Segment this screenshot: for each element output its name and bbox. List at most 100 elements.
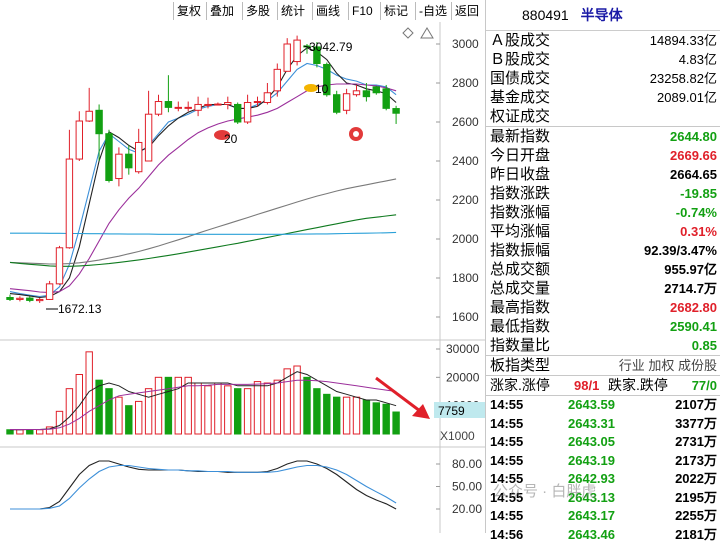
- svg-text:20: 20: [224, 132, 238, 146]
- candlestick[interactable]: [334, 91, 340, 114]
- stat-label: 总成交额: [490, 260, 550, 279]
- board-type-label: 板指类型: [490, 356, 550, 375]
- volume-bar: [165, 377, 171, 434]
- tick-time: 14:55: [490, 489, 523, 508]
- candlestick[interactable]: [106, 130, 112, 183]
- board-type-value[interactable]: 行业 加权 成份股: [619, 356, 717, 375]
- volume-bar: [175, 377, 181, 434]
- tick-volume: 2173万: [675, 452, 717, 471]
- stat-label: 昨日收盘: [490, 165, 550, 184]
- stat-label: 最高指数: [490, 298, 550, 317]
- row-label: 基金成交: [490, 88, 550, 107]
- tick-time: 14:55: [490, 507, 523, 526]
- tick-price: 2643.19: [568, 452, 615, 471]
- stat-value: 2714.7万: [664, 279, 717, 298]
- tick-price: 2643.46: [568, 526, 615, 544]
- index-stat-row: 总成交量 2714.7万: [486, 279, 720, 298]
- remove-favorite-button[interactable]: -自选: [415, 2, 450, 20]
- restore-rights-button[interactable]: 复权: [173, 2, 204, 20]
- candlestick[interactable]: [383, 85, 389, 110]
- stat-value: 92.39/3.47%: [644, 241, 717, 260]
- price-axis-tick: 2400: [452, 154, 479, 168]
- volume-bar: [7, 430, 13, 434]
- volume-bar: [393, 412, 399, 434]
- volume-bar: [383, 404, 389, 434]
- index-name: 半导体: [581, 7, 623, 23]
- volume-bar: [145, 389, 151, 434]
- stat-label: 指数涨跌: [490, 184, 550, 203]
- volume-bar: [155, 377, 161, 434]
- draw-line-button[interactable]: 画线: [312, 2, 343, 20]
- tick-volume: 2195万: [675, 489, 717, 508]
- volume-bar: [195, 383, 201, 434]
- volume-bar: [76, 375, 82, 435]
- overlay-button[interactable]: 叠加: [206, 2, 237, 20]
- stat-value: 2682.80: [670, 298, 717, 317]
- tick-time: 14:55: [490, 452, 523, 471]
- volume-current-badge: 7759: [434, 402, 485, 418]
- volume-bar: [126, 406, 132, 434]
- down-value: 77/0: [692, 376, 717, 395]
- statistics-button[interactable]: 统计: [277, 2, 308, 20]
- volume-bar: [314, 389, 320, 434]
- stat-value: 0.85: [692, 336, 717, 355]
- svg-text:10: 10: [315, 82, 329, 96]
- stat-label: 今日开盘: [490, 146, 550, 165]
- toolbar: 复权 叠加 多股 统计 画线 F10 标记 -自选 返回: [0, 0, 485, 23]
- tick-time: 14:55: [490, 396, 523, 415]
- stat-label: 总成交量: [490, 279, 550, 298]
- stat-label: 平均涨幅: [490, 222, 550, 241]
- kline-chart[interactable]: 3000280026002400220020001800160030000200…: [0, 22, 485, 533]
- index-stat-row: 指数涨跌 -19.85: [486, 184, 720, 203]
- stat-label: 指数量比: [490, 336, 550, 355]
- tick-time: 14:56: [490, 526, 523, 544]
- volume-bar: [215, 383, 221, 434]
- market-turnover-row: 基金成交 2089.01亿: [486, 88, 720, 107]
- index-header: 880491 半导体: [486, 0, 720, 31]
- event-marker-round[interactable]: [349, 127, 363, 141]
- tick-price: 2643.17: [568, 507, 615, 526]
- tick-time: 14:55: [490, 415, 523, 434]
- volume-bar: [225, 386, 231, 434]
- volume-bar: [116, 397, 122, 434]
- row-value: 14894.33亿: [650, 31, 717, 50]
- mark-button[interactable]: 标记: [380, 2, 411, 20]
- volume-bar: [324, 394, 330, 434]
- tick-time: 14:55: [490, 470, 523, 489]
- multi-stock-button[interactable]: 多股: [242, 2, 273, 20]
- f10-button[interactable]: F10: [348, 2, 376, 20]
- price-axis-tick: 2000: [452, 232, 479, 246]
- price-axis-tick: 2600: [452, 115, 479, 129]
- stat-value: 2590.41: [670, 317, 717, 336]
- row-value: 2089.01亿: [657, 88, 717, 107]
- candlestick[interactable]: [294, 36, 300, 66]
- stat-value: 2644.80: [670, 127, 717, 146]
- row-label: 权证成交: [490, 107, 550, 126]
- volume-bar: [264, 383, 270, 434]
- price-axis-tick: 3000: [452, 37, 479, 51]
- candlestick[interactable]: [235, 103, 241, 124]
- indicator-axis-tick: 50.00: [452, 480, 482, 494]
- tick-volume: 2022万: [675, 470, 717, 489]
- tick-price: 2643.59: [568, 396, 615, 415]
- back-button[interactable]: 返回: [451, 2, 482, 20]
- candlestick[interactable]: [46, 281, 52, 300]
- volume-bar: [205, 386, 211, 434]
- index-stat-row: 指数涨幅-0.74%: [486, 203, 720, 222]
- volume-bar: [254, 382, 260, 434]
- candlestick[interactable]: [56, 246, 62, 285]
- up-label: 涨家.涨停: [490, 376, 550, 395]
- stat-value: -19.85: [680, 184, 717, 203]
- volume-bar: [304, 377, 310, 434]
